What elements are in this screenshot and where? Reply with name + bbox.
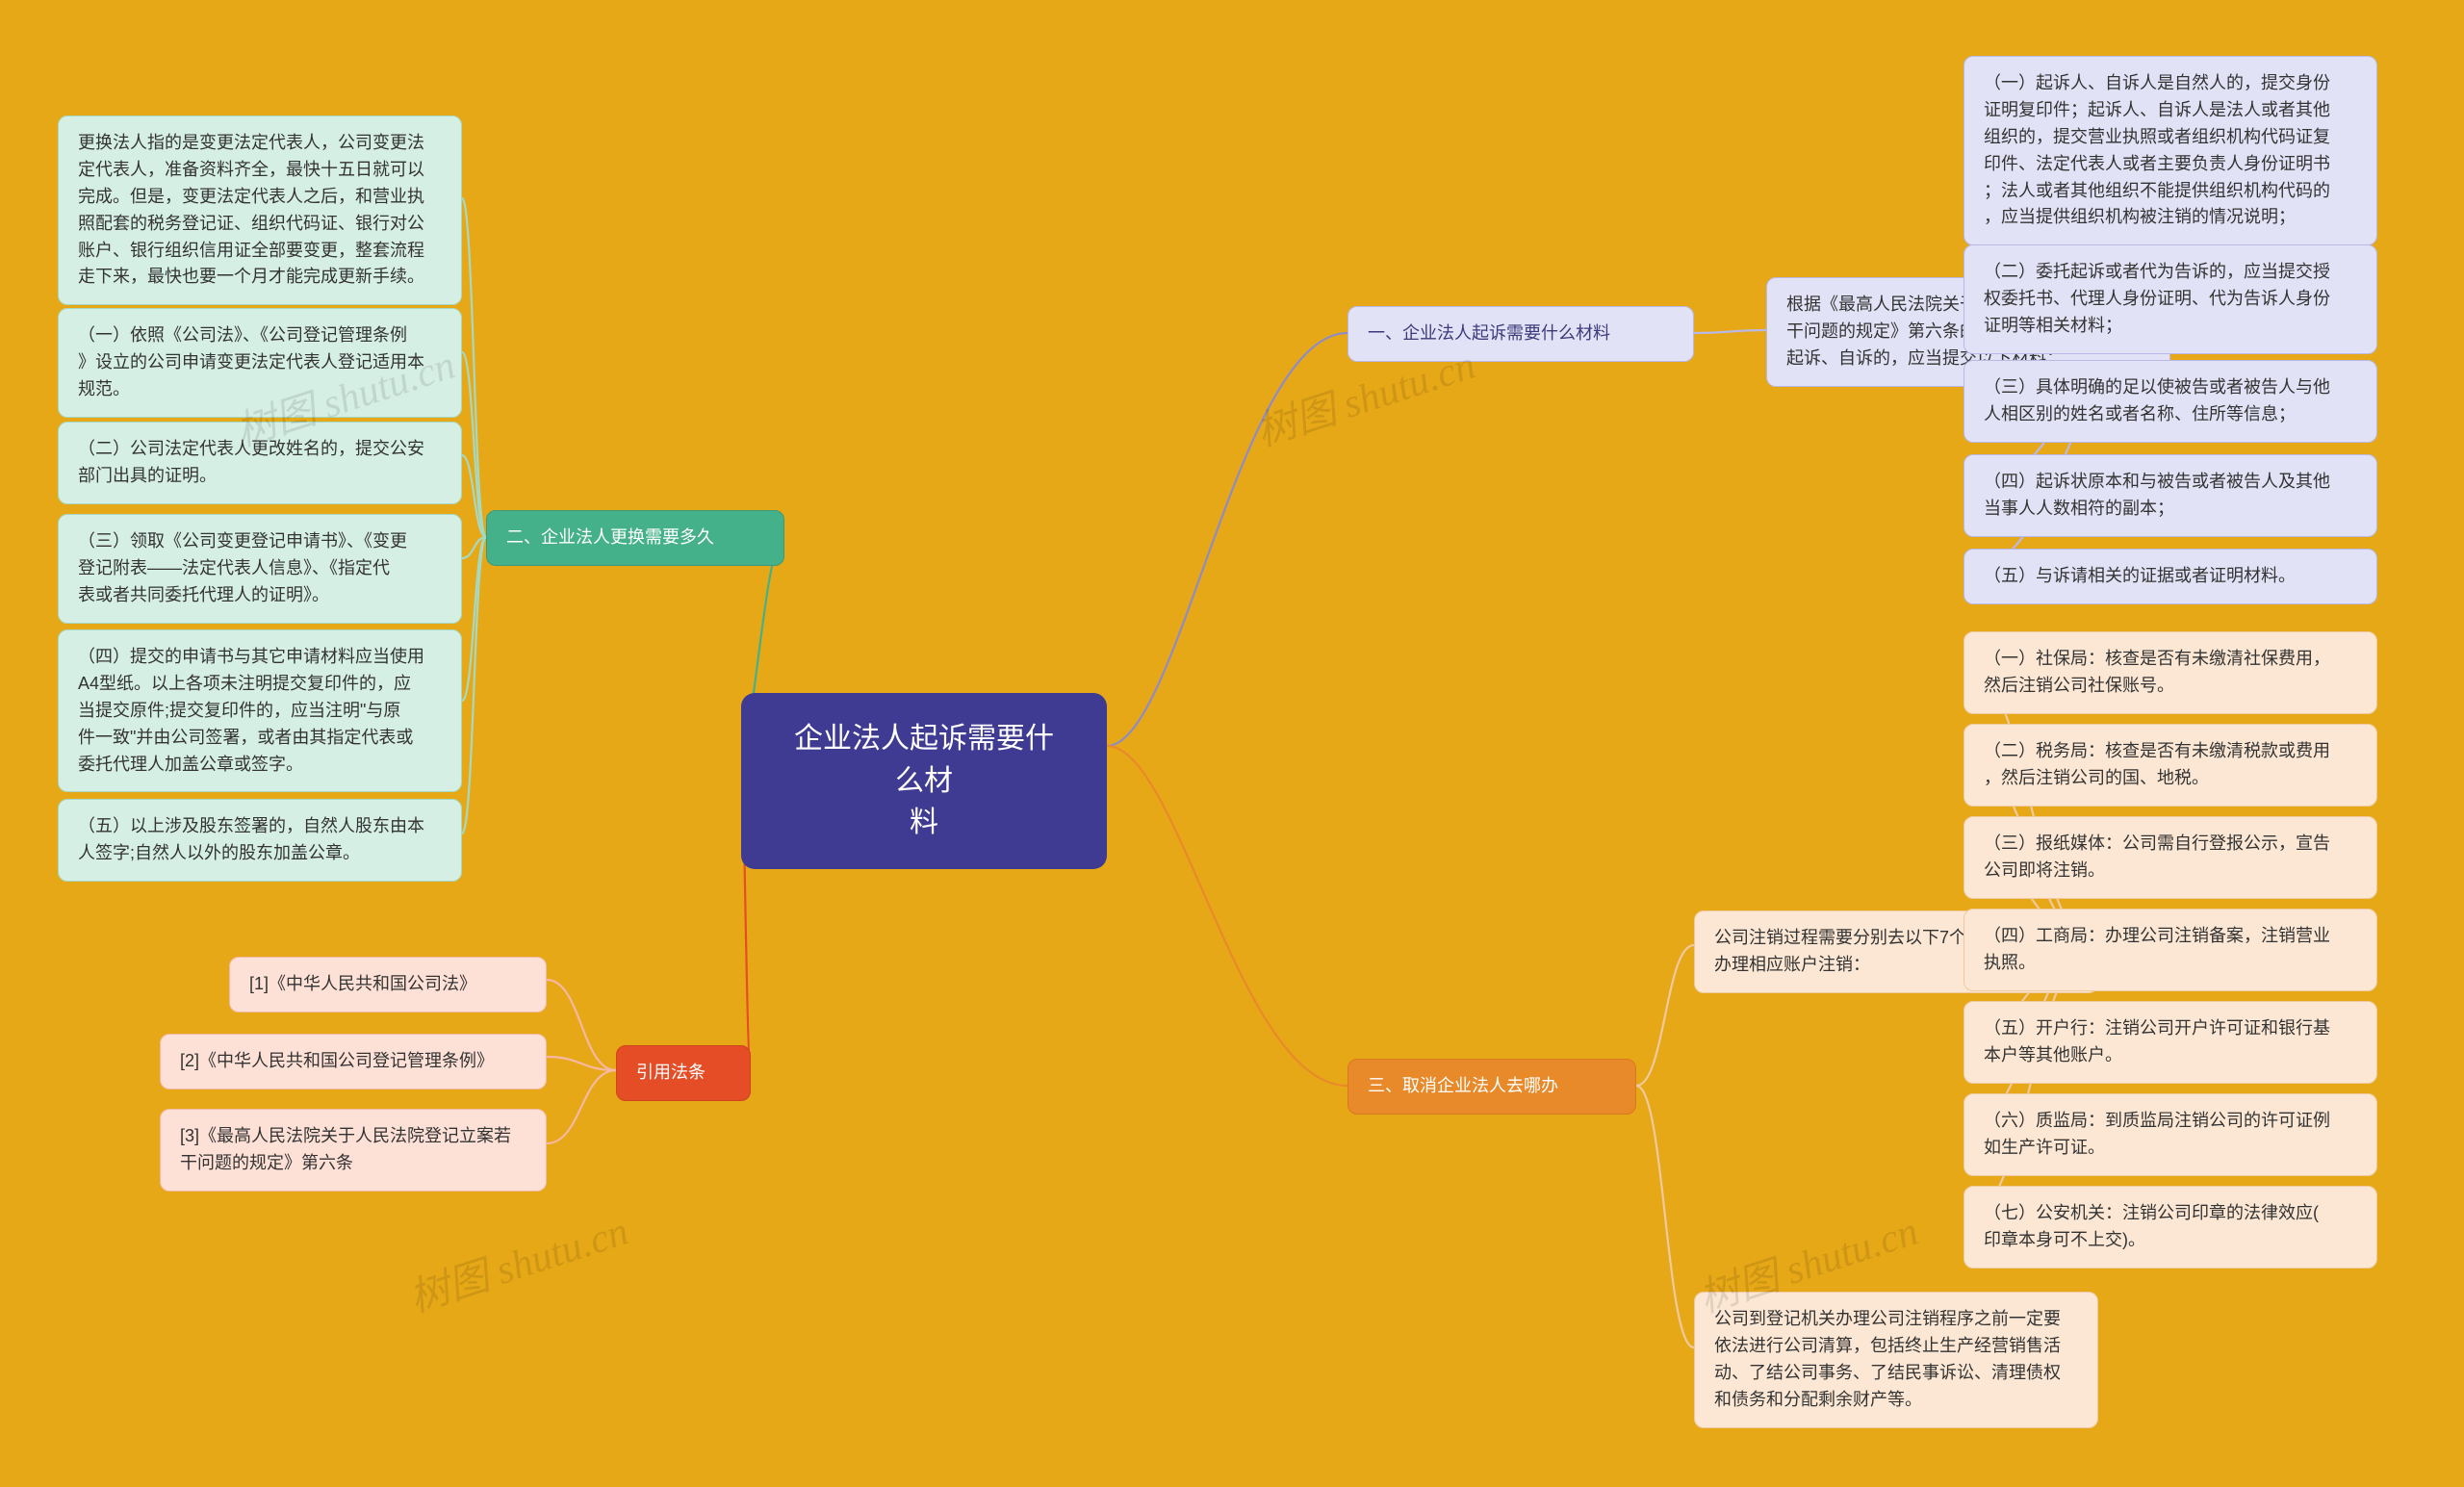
node-label: 二、企业法人更换需要多久 xyxy=(506,527,714,547)
node-s1_d[interactable]: （四）起诉状原本和与被告或者被告人及其他 当事人人数相符的副本； xyxy=(1964,454,2377,537)
node-label: 企业法人起诉需要什么材 料 xyxy=(794,723,1054,838)
node-s3_b[interactable]: （二）税务局：核查是否有未缴清税款或费用 ，然后注销公司的国、地税。 xyxy=(1964,724,2377,807)
node-label: [1]《中华人民共和国公司法》 xyxy=(249,974,476,993)
node-s2_d[interactable]: （四）提交的申请书与其它申请材料应当使用 A4型纸。以上各项未注明提交复印件的，… xyxy=(58,629,462,792)
node-label: （五）以上涉及股东签署的，自然人股东由本 人签字;自然人以外的股东加盖公章。 xyxy=(78,816,424,862)
node-s4_b[interactable]: [2]《中华人民共和国公司登记管理条例》 xyxy=(160,1034,547,1090)
node-s1_c[interactable]: （三）具体明确的足以使被告或者被告人与他 人相区别的姓名或者名称、住所等信息； xyxy=(1964,360,2377,443)
node-label: （二）委托起诉或者代为告诉的，应当提交授 权委托书、代理人身份证明、代为告诉人身… xyxy=(1984,262,2330,335)
node-label: 一、企业法人起诉需要什么材料 xyxy=(1368,323,1610,343)
node-label: （五）与诉请相关的证据或者证明材料。 xyxy=(1984,566,2296,585)
node-label: [3]《最高人民法院关于人民法院登记立案若 干问题的规定》第六条 xyxy=(180,1126,511,1172)
node-s3_d[interactable]: （四）工商局：办理公司注销备案，注销营业 执照。 xyxy=(1964,909,2377,991)
node-label: （三）具体明确的足以使被告或者被告人与他 人相区别的姓名或者名称、住所等信息； xyxy=(1984,377,2330,423)
node-label: （七）公安机关：注销公司印章的法律效应( 印章本身可不上交)。 xyxy=(1984,1203,2319,1249)
node-s4_c[interactable]: [3]《最高人民法院关于人民法院登记立案若 干问题的规定》第六条 xyxy=(160,1109,547,1192)
node-label: 更换法人指的是变更法定代表人，公司变更法 定代表人，准备资料齐全，最快十五日就可… xyxy=(78,133,424,286)
node-label: 公司到登记机关办理公司注销程序之前一定要 依法进行公司清算，包括终止生产经营销售… xyxy=(1714,1309,2061,1409)
node-s3[interactable]: 三、取消企业法人去哪办 xyxy=(1348,1059,1636,1115)
node-label: （二）税务局：核查是否有未缴清税款或费用 ，然后注销公司的国、地税。 xyxy=(1984,741,2330,787)
node-s3_f[interactable]: （六）质监局：到质监局注销公司的许可证例 如生产许可证。 xyxy=(1964,1093,2377,1176)
node-label: （四）提交的申请书与其它申请材料应当使用 A4型纸。以上各项未注明提交复印件的，… xyxy=(78,647,424,774)
node-s2_c[interactable]: （三）领取《公司变更登记申请书》、《变更 登记附表——法定代表人信息》、《指定代… xyxy=(58,514,462,624)
node-s3_c[interactable]: （三）报纸媒体：公司需自行登报公示，宣告 公司即将注销。 xyxy=(1964,816,2377,899)
node-label: （三）报纸媒体：公司需自行登报公示，宣告 公司即将注销。 xyxy=(1984,833,2330,880)
node-s2_a[interactable]: （一）依照《公司法》、《公司登记管理条例 》设立的公司申请变更法定代表人登记适用… xyxy=(58,308,462,418)
node-label: （一）社保局：核查是否有未缴清社保费用， 然后注销公司社保账号。 xyxy=(1984,649,2330,695)
node-label: [2]《中华人民共和国公司登记管理条例》 xyxy=(180,1051,494,1070)
node-center[interactable]: 企业法人起诉需要什么材 料 xyxy=(741,693,1107,869)
node-s1_b[interactable]: （二）委托起诉或者代为告诉的，应当提交授 权委托书、代理人身份证明、代为告诉人身… xyxy=(1964,244,2377,354)
node-s4[interactable]: 引用法条 xyxy=(616,1045,751,1101)
node-label: （一）依照《公司法》、《公司登记管理条例 》设立的公司申请变更法定代表人登记适用… xyxy=(78,325,424,398)
node-label: （六）质监局：到质监局注销公司的许可证例 如生产许可证。 xyxy=(1984,1111,2330,1157)
node-s1_e[interactable]: （五）与诉请相关的证据或者证明材料。 xyxy=(1964,549,2377,604)
node-label: （三）领取《公司变更登记申请书》、《变更 登记附表——法定代表人信息》、《指定代… xyxy=(78,531,407,604)
node-label: （五）开户行：注销公司开户许可证和银行基 本户等其他账户。 xyxy=(1984,1018,2330,1064)
node-s1_a[interactable]: （一）起诉人、自诉人是自然人的，提交身份 证明复印件；起诉人、自诉人是法人或者其… xyxy=(1964,56,2377,245)
node-label: （四）工商局：办理公司注销备案，注销营业 执照。 xyxy=(1984,926,2330,972)
node-s2_b[interactable]: （二）公司法定代表人更改姓名的，提交公安 部门出具的证明。 xyxy=(58,422,462,504)
node-label: 引用法条 xyxy=(636,1063,706,1082)
node-s4_a[interactable]: [1]《中华人民共和国公司法》 xyxy=(229,957,547,1013)
node-s2_e[interactable]: （五）以上涉及股东签署的，自然人股东由本 人签字;自然人以外的股东加盖公章。 xyxy=(58,799,462,882)
node-label: （一）起诉人、自诉人是自然人的，提交身份 证明复印件；起诉人、自诉人是法人或者其… xyxy=(1984,73,2330,226)
node-s3_a[interactable]: （一）社保局：核查是否有未缴清社保费用， 然后注销公司社保账号。 xyxy=(1964,631,2377,714)
node-s2_intro[interactable]: 更换法人指的是变更法定代表人，公司变更法 定代表人，准备资料齐全，最快十五日就可… xyxy=(58,115,462,305)
node-label: （二）公司法定代表人更改姓名的，提交公安 部门出具的证明。 xyxy=(78,439,424,485)
node-s2[interactable]: 二、企业法人更换需要多久 xyxy=(486,510,784,566)
node-s3_note[interactable]: 公司到登记机关办理公司注销程序之前一定要 依法进行公司清算，包括终止生产经营销售… xyxy=(1694,1292,2098,1428)
node-label: 三、取消企业法人去哪办 xyxy=(1368,1076,1558,1095)
node-s3_e[interactable]: （五）开户行：注销公司开户许可证和银行基 本户等其他账户。 xyxy=(1964,1001,2377,1084)
node-s1[interactable]: 一、企业法人起诉需要什么材料 xyxy=(1348,306,1694,362)
node-label: （四）起诉状原本和与被告或者被告人及其他 当事人人数相符的副本； xyxy=(1984,472,2330,518)
node-s3_g[interactable]: （七）公安机关：注销公司印章的法律效应( 印章本身可不上交)。 xyxy=(1964,1186,2377,1269)
